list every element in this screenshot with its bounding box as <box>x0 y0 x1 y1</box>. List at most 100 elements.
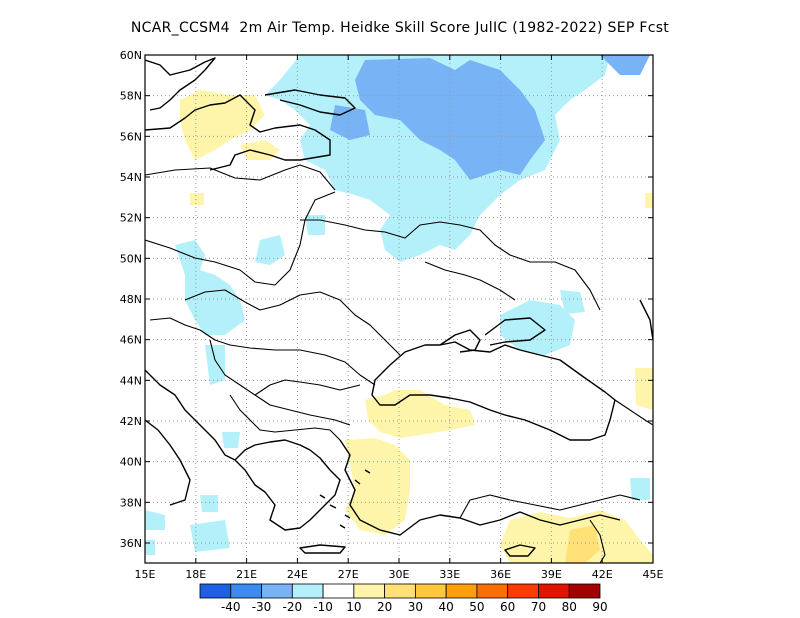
y-tick-label: 38N <box>120 496 142 509</box>
colorbar-label: 20 <box>377 600 392 614</box>
border-1 <box>145 164 336 191</box>
cyprus-coast <box>504 544 536 557</box>
greece-coast <box>234 439 341 531</box>
baltic-coast <box>145 94 331 171</box>
positive-skill-region-south-20 <box>565 525 600 563</box>
positive-skill-region-small2 <box>645 193 653 208</box>
border-3 <box>300 219 601 311</box>
x-tick-label: 21E <box>236 568 257 581</box>
colorbar-swatch <box>199 583 232 599</box>
x-tick-label: 39E <box>541 568 562 581</box>
negative-skill-region-se <box>630 478 650 500</box>
positive-skill-region-small1 <box>190 193 204 205</box>
border-8 <box>254 379 361 396</box>
negative-skill-region-central <box>175 240 245 335</box>
border-9 <box>424 261 516 301</box>
y-tick-label: 56N <box>120 130 142 143</box>
y-tick-label: 50N <box>120 252 142 265</box>
y-tick-label: 44N <box>120 374 142 387</box>
negative-skill-region-sw2 <box>145 540 155 555</box>
negative-skill-region-deep-3 <box>600 55 650 75</box>
negative-skill-region-ionian2 <box>200 495 218 512</box>
colorbar-label: 30 <box>408 600 423 614</box>
x-tick-label: 42E <box>592 568 613 581</box>
y-tick-label: 52N <box>120 212 142 225</box>
chart-title: NCAR_CCSM4 2m Air Temp. Heidke Skill Sco… <box>130 20 670 36</box>
country-borders <box>145 164 653 563</box>
caspian-coast <box>639 299 653 341</box>
colorbar-swatch <box>322 583 355 599</box>
colorbar-swatch <box>291 583 324 599</box>
colorbar-label: 60 <box>500 600 515 614</box>
graticule <box>145 55 653 563</box>
colorbar-label: -10 <box>313 600 333 614</box>
azov-coast <box>484 317 546 346</box>
black-sea-coast <box>371 341 616 441</box>
gulf-finland-coast <box>264 89 356 116</box>
border-7 <box>229 394 341 441</box>
colorbar-swatch <box>414 583 447 599</box>
y-tick-label: 36N <box>120 537 142 550</box>
positive-skill-region-anatolia-w <box>345 438 410 535</box>
colorbar-label: -20 <box>283 600 303 614</box>
colorbar-label: 50 <box>469 600 484 614</box>
negative-skill-region-ionian <box>190 520 230 552</box>
colorbar-swatch <box>445 583 478 599</box>
y-tick-label: 58N <box>120 90 142 103</box>
y-tick-label: 48N <box>120 293 142 306</box>
colorbar-label: 70 <box>531 600 546 614</box>
colorbar-swatch <box>261 583 293 599</box>
negative-skill-region-c4 <box>560 290 585 314</box>
x-tick-label: 18E <box>185 568 206 581</box>
colorbar-label: -40 <box>221 600 241 614</box>
positive-skill-region-blacksea <box>365 390 475 438</box>
scandinavia-coast <box>145 57 216 111</box>
y-tick-label: 42N <box>120 415 142 428</box>
y-tick-label: 60N <box>120 49 142 62</box>
italy-coast <box>145 419 191 506</box>
aegean-islands <box>319 469 371 529</box>
coastlines <box>145 57 653 557</box>
x-axis: 15E 18E 21E 24E 27E 30E 33E 36E 39E 42E 45E <box>135 55 664 581</box>
negative-skill-region-balkan <box>205 345 225 385</box>
colorbar-label: 90 <box>592 600 607 614</box>
colorbar-swatch <box>353 583 386 599</box>
border-10 <box>459 494 641 519</box>
x-tick-label: 27E <box>338 568 359 581</box>
x-tick-label: 45E <box>643 568 664 581</box>
border-5 <box>149 317 376 386</box>
y-axis: 36N 38N 40N 42N 44N 46N 48N 50N 52N 54N 56N 58N 60N <box>120 49 653 550</box>
x-tick-label: 24E <box>287 568 308 581</box>
colorbar-label: 80 <box>562 600 577 614</box>
x-tick-label: 30E <box>389 568 410 581</box>
colorbar: -40 -30 -20 -10 10 20 30 40 50 60 70 80 90 <box>199 583 608 614</box>
y-tick-label: 46N <box>120 334 142 347</box>
x-tick-label: 33E <box>439 568 460 581</box>
colorbar-swatch <box>538 583 570 599</box>
colorbar-swatch <box>507 583 539 599</box>
colorbar-swatch <box>384 583 416 599</box>
crete-coast <box>299 544 346 554</box>
crimea-coast <box>439 329 481 353</box>
colorbar-label: -30 <box>252 600 272 614</box>
border-12 <box>614 399 653 426</box>
colorbar-swatch <box>476 583 509 599</box>
y-tick-label: 40N <box>120 456 142 469</box>
border-4 <box>184 289 401 356</box>
negative-skill-region-c2 <box>255 235 285 265</box>
negative-skill-region-sw <box>145 510 165 530</box>
positive-skill-region-east <box>635 368 653 410</box>
adriatic-coast <box>145 369 236 461</box>
border-6 <box>209 339 351 426</box>
y-tick-label: 54N <box>120 171 142 184</box>
anatolia-coast <box>339 439 621 536</box>
colorbar-label: 40 <box>439 600 454 614</box>
colorbar-swatch <box>568 583 601 599</box>
x-tick-label: 36E <box>490 568 511 581</box>
negative-skill-region-adriatic <box>222 432 240 448</box>
colorbar-swatch <box>230 583 262 599</box>
border-2 <box>145 191 336 286</box>
x-tick-label: 15E <box>135 568 156 581</box>
negative-skill-region-deep-2 <box>330 105 370 140</box>
